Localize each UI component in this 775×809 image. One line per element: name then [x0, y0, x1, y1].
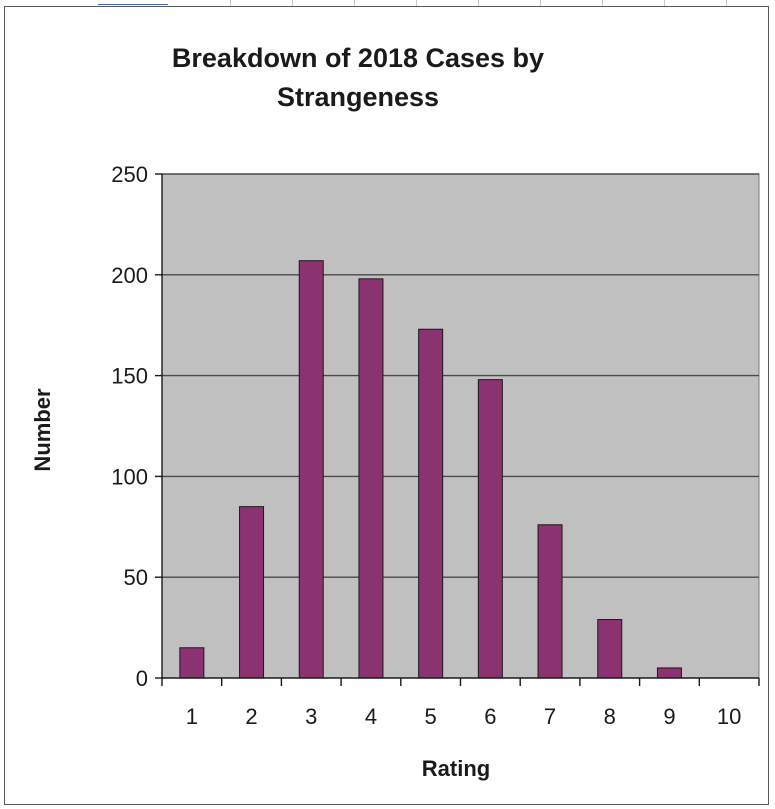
- sheet-gridline: [602, 0, 603, 8]
- sheet-gridline: [540, 0, 541, 8]
- cell-link-fragment[interactable]: [98, 0, 168, 5]
- axes: [155, 173, 760, 686]
- x-tick-labels: 1 2 3 4 5 6 7 8 9 10: [186, 704, 742, 729]
- bar-rating-5: [418, 328, 444, 679]
- sheet-gridline: [726, 0, 727, 8]
- x-tick-label-1: 1: [186, 704, 198, 729]
- sheet-gridline: [416, 0, 417, 8]
- bar-rating-2: [239, 506, 265, 679]
- sheet-gridline: [292, 0, 293, 8]
- y-tick-label-200: 200: [111, 263, 148, 288]
- y-tick-label-50: 50: [124, 565, 148, 590]
- bar-rating-6: [477, 379, 503, 679]
- x-tick-label-3: 3: [305, 704, 317, 729]
- sheet-gridline: [354, 0, 355, 8]
- sheet-gridline: [478, 0, 479, 8]
- y-tick-label-0: 0: [136, 666, 148, 691]
- y-tick-labels: 0 50 100 150 200 250: [111, 162, 148, 691]
- bar-rating-8: [597, 619, 623, 679]
- y-tick-label-150: 150: [111, 364, 148, 389]
- gridlines: [162, 173, 759, 578]
- sheet-gridline: [230, 0, 231, 8]
- y-tick-label-250: 250: [111, 162, 148, 187]
- bar-rating-4: [358, 278, 384, 679]
- bar-rating-9: [656, 667, 682, 679]
- bars: [179, 260, 682, 679]
- sheet-gridline: [664, 0, 665, 8]
- x-tick-label-10: 10: [717, 704, 741, 729]
- x-tick-label-5: 5: [425, 704, 437, 729]
- x-tick-label-9: 9: [663, 704, 675, 729]
- x-tick-label-7: 7: [544, 704, 556, 729]
- y-tick-label-100: 100: [111, 464, 148, 489]
- x-tick-label-8: 8: [604, 704, 616, 729]
- chart-title-line-2: Strangeness: [277, 82, 439, 112]
- bar-rating-7: [537, 524, 563, 679]
- y-axis-label: Number: [30, 388, 55, 472]
- x-axis-label: Rating: [422, 756, 490, 781]
- x-tick-label-6: 6: [484, 704, 496, 729]
- chart-title-line-1: Breakdown of 2018 Cases by: [172, 43, 544, 73]
- bar-rating-1: [179, 647, 205, 679]
- bar-rating-3: [298, 260, 324, 679]
- x-tick-label-4: 4: [365, 704, 377, 729]
- x-tick-label-2: 2: [245, 704, 257, 729]
